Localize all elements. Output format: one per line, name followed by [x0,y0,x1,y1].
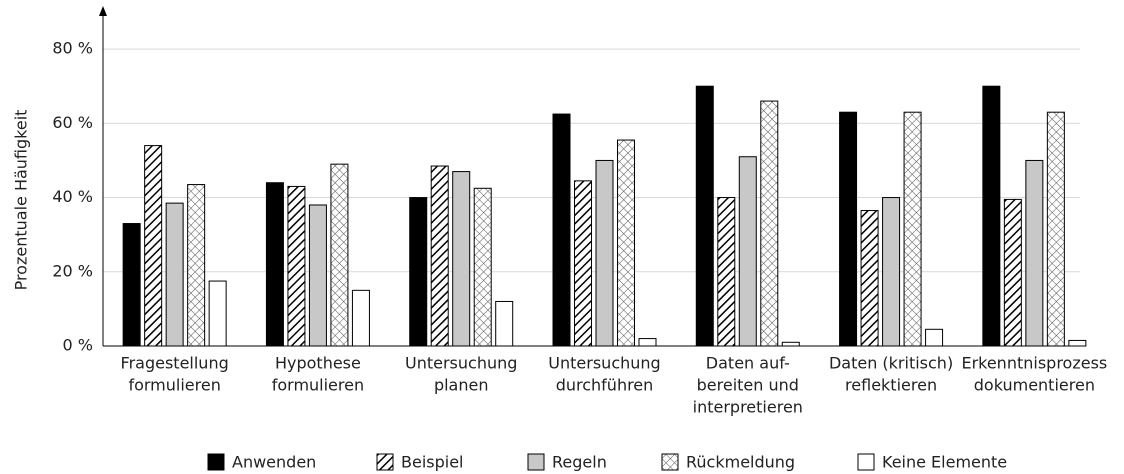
x-tick-label: durchführen [556,376,654,395]
legend-label: Anwenden [232,453,316,472]
bar [287,185,306,347]
y-tick-label: 60 % [52,113,93,132]
legend-label: Beispiel [401,453,464,472]
bar [595,159,614,347]
bar [738,156,757,347]
y-axis-arrow [99,6,107,16]
bar [351,289,370,347]
legend-swatch [207,453,225,471]
x-tick-label: planen [434,376,489,395]
x-tick-label: Daten (kritisch) [829,354,953,373]
bar [717,197,736,347]
bar [265,182,284,347]
bar [552,113,571,347]
bar [473,187,492,347]
bar [409,197,428,347]
y-tick-label: 0 % [63,336,93,355]
bar [574,180,592,347]
x-tick-label: Daten auf- [706,354,790,373]
bar [330,163,349,347]
x-tick-label: Fragestellung [121,354,229,373]
bar [695,85,714,347]
bar [638,338,657,347]
bar [1003,198,1022,347]
bar [1068,339,1087,347]
bar [781,341,800,347]
bar [982,85,1001,347]
x-tick-label: reflektieren [845,376,937,395]
bar [122,223,141,347]
bar [882,197,901,347]
bar [903,111,922,347]
x-tick-label: formulieren [272,376,364,395]
bar [308,204,327,347]
x-tick-label: Erkenntnisprozess [961,354,1107,373]
x-tick-label: Untersuchung [405,354,517,373]
bar [430,165,449,347]
x-tick-label: Untersuchung [548,354,660,373]
bar [165,202,184,347]
bar [452,171,471,347]
legend-swatch [661,453,679,471]
bar [1025,159,1044,347]
bar [1046,111,1065,347]
y-tick-label: 20 % [52,261,93,280]
bar [495,300,514,347]
y-tick-label: 80 % [52,39,93,58]
legend-label: Rückmeldung [686,453,795,472]
legend-swatch [527,453,545,471]
bar [187,184,206,347]
bar [760,100,779,347]
bar [144,145,163,347]
bar [925,328,944,347]
legend-label: Keine Elemente [882,453,1007,472]
y-axis-label: Prozentuale Häufigkeit [12,110,31,291]
legend-swatch [857,453,875,471]
x-tick-label: bereiten und [697,376,799,395]
bar [208,280,227,347]
y-tick-label: 40 % [52,187,93,206]
bar [860,210,879,347]
x-tick-label: Hypothese [275,354,361,373]
bar [617,139,635,347]
legend-swatch [376,453,394,471]
bar [839,111,858,347]
x-tick-label: formulieren [128,376,220,395]
x-tick-label: dokumentieren [974,376,1095,395]
legend-label: Regeln [552,453,607,472]
x-tick-label: interpretieren [693,398,803,417]
